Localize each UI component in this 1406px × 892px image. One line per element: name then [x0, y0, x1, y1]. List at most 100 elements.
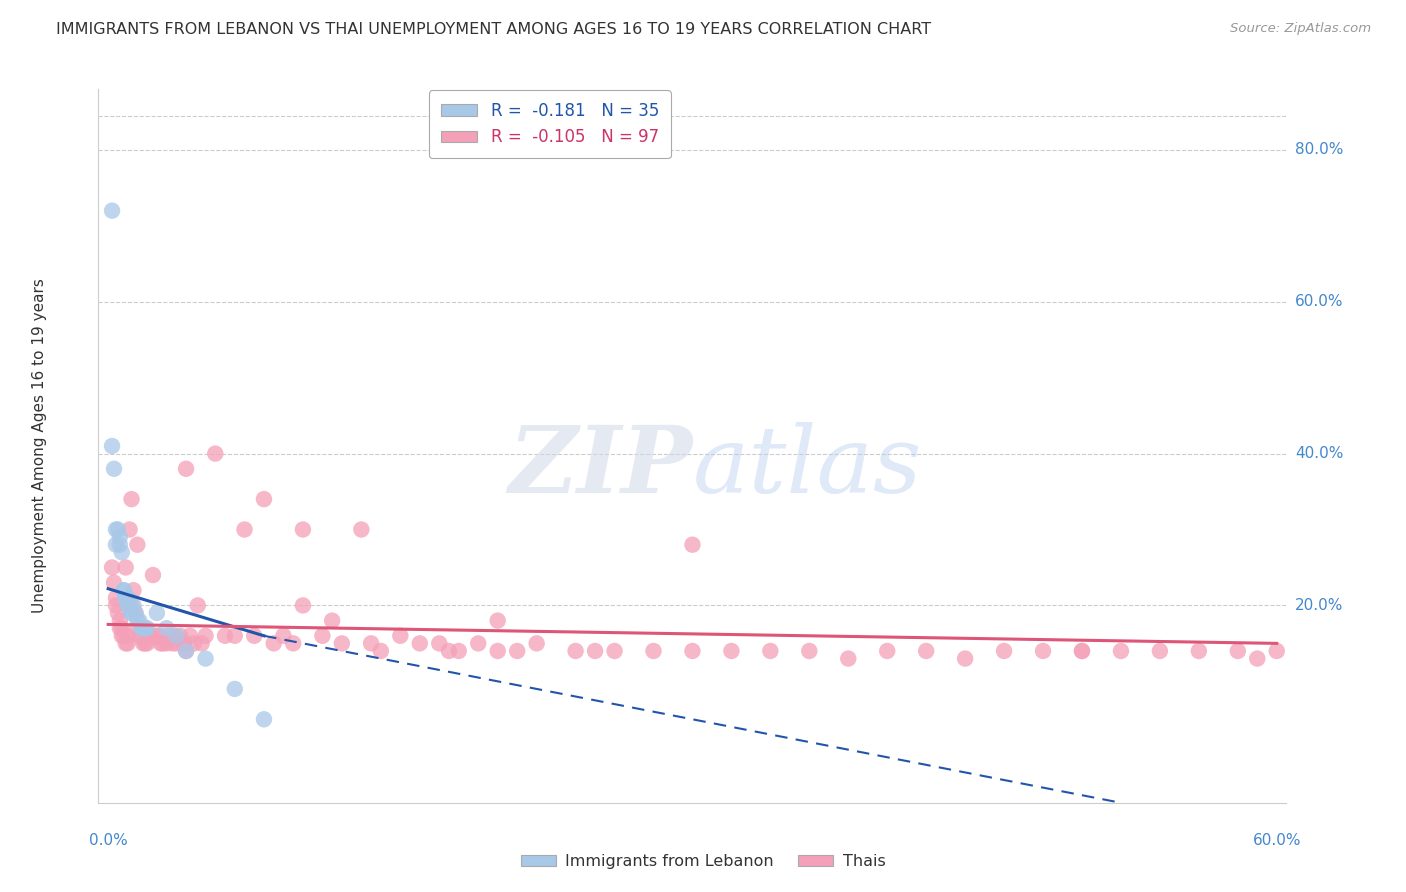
Point [103, 575, 125, 590]
Point [146, 629, 169, 643]
Point [107, 606, 129, 620]
Point [953, 651, 976, 665]
Point [643, 644, 665, 658]
Point [114, 591, 136, 605]
Point [149, 636, 172, 650]
Point [112, 583, 135, 598]
Text: 20.0%: 20.0% [1295, 598, 1343, 613]
Point [117, 591, 139, 605]
Point [174, 644, 197, 658]
Point [409, 636, 432, 650]
Point [142, 568, 165, 582]
Point [165, 636, 187, 650]
Point [101, 203, 124, 218]
Point [129, 629, 152, 643]
Point [1109, 644, 1132, 658]
Text: 60.0%: 60.0% [1295, 294, 1343, 310]
Point [486, 644, 509, 658]
Point [101, 439, 124, 453]
Text: 60.0%: 60.0% [1253, 833, 1301, 848]
Point [283, 636, 305, 650]
Point [134, 621, 156, 635]
Point [1188, 644, 1211, 658]
Point [350, 523, 373, 537]
Point [136, 636, 159, 650]
Point [194, 651, 217, 665]
Text: Unemployment Among Ages 16 to 19 years: Unemployment Among Ages 16 to 19 years [31, 278, 46, 614]
Point [447, 644, 470, 658]
Point [136, 621, 159, 635]
Point [330, 636, 353, 650]
Point [108, 614, 131, 628]
Point [124, 606, 146, 620]
Point [139, 629, 162, 643]
Point [112, 629, 135, 643]
Point [174, 644, 197, 658]
Point [233, 523, 256, 537]
Point [1071, 644, 1094, 658]
Point [104, 599, 127, 613]
Point [108, 621, 131, 635]
Point [127, 621, 149, 635]
Point [107, 523, 129, 537]
Point [155, 621, 177, 635]
Point [190, 636, 212, 650]
Text: ZIP: ZIP [508, 423, 692, 512]
Point [104, 523, 127, 537]
Point [311, 629, 333, 643]
Point [1226, 644, 1249, 658]
Point [291, 599, 314, 613]
Point [291, 523, 314, 537]
Point [224, 681, 246, 696]
Point [681, 538, 703, 552]
Legend: R =  -0.181   N = 35, R =  -0.105   N = 97: R = -0.181 N = 35, R = -0.105 N = 97 [429, 90, 671, 158]
Point [117, 636, 139, 650]
Point [108, 538, 131, 552]
Point [194, 629, 217, 643]
Point [1265, 644, 1288, 658]
Point [118, 523, 141, 537]
Point [174, 462, 197, 476]
Point [993, 644, 1015, 658]
Point [117, 629, 139, 643]
Point [467, 636, 489, 650]
Point [526, 636, 548, 650]
Point [134, 636, 156, 650]
Point [148, 629, 170, 643]
Point [437, 644, 460, 658]
Point [183, 636, 205, 650]
Point [876, 644, 898, 658]
Point [111, 629, 134, 643]
Point [104, 538, 127, 552]
Point [321, 614, 343, 628]
Legend: Immigrants from Lebanon, Thais: Immigrants from Lebanon, Thais [515, 847, 891, 875]
Point [121, 599, 143, 613]
Point [169, 629, 191, 643]
Point [111, 545, 134, 559]
Point [121, 606, 143, 620]
Text: 80.0%: 80.0% [1295, 143, 1343, 157]
Point [132, 636, 155, 650]
Point [118, 599, 141, 613]
Point [117, 591, 139, 605]
Point [114, 560, 136, 574]
Point [124, 606, 146, 620]
Point [427, 636, 450, 650]
Point [603, 644, 626, 658]
Point [165, 629, 187, 643]
Point [564, 644, 586, 658]
Point [915, 644, 938, 658]
Point [111, 621, 134, 635]
Point [389, 629, 412, 643]
Point [138, 629, 160, 643]
Point [759, 644, 782, 658]
Point [681, 644, 703, 658]
Point [114, 636, 136, 650]
Point [129, 621, 152, 635]
Point [187, 599, 209, 613]
Point [157, 629, 180, 643]
Point [1246, 651, 1268, 665]
Point [114, 591, 136, 605]
Point [263, 636, 285, 650]
Text: Source: ZipAtlas.com: Source: ZipAtlas.com [1230, 22, 1371, 36]
